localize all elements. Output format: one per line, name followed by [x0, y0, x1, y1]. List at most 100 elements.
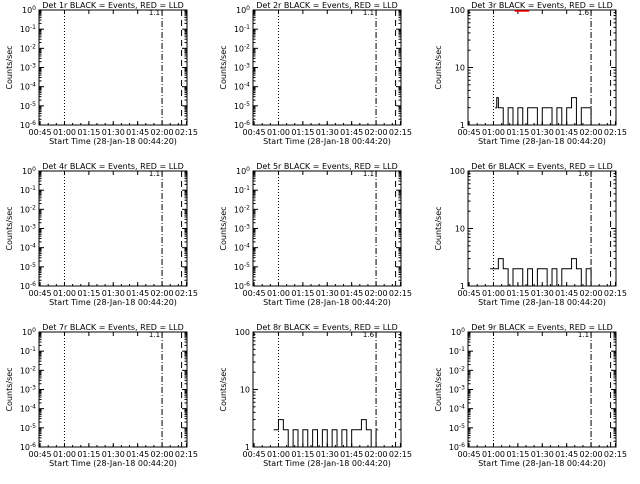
y-tick-label: 100 [236, 5, 250, 15]
x-tick-label: 01:00 [267, 450, 290, 459]
x-tick-label: 01:30 [531, 450, 554, 459]
y-tick-label: 100 [235, 328, 250, 337]
x-tick-label: 02:15 [175, 289, 198, 298]
plot-frame [252, 9, 402, 126]
events-end-label: 1.6 [578, 170, 590, 178]
panel-title: Det 8r BLACK = Events, RED = LLD [256, 323, 398, 332]
x-tick-label: 00:45 [458, 289, 481, 298]
x-tick-label: 01:45 [555, 450, 578, 459]
x-tick-label: 02:00 [580, 450, 603, 459]
y-axis-label: Counts/sec [5, 367, 14, 411]
y-tick-label: 10-2 [449, 365, 465, 375]
x-axis-label: Start Time (28-Jan-18 00:44:20) [263, 459, 391, 468]
panel-title: Det 3r BLACK = Events, RED = LLD [471, 1, 613, 10]
events-end-label: 1.1 [149, 9, 160, 17]
series-black [273, 419, 379, 448]
x-tick-label: 01:30 [316, 450, 339, 459]
y-tick-label: 10-5 [20, 262, 36, 272]
x-tick-label: 02:15 [175, 450, 198, 459]
x-axis-label: Start Time (28-Jan-18 00:44:20) [49, 459, 177, 468]
x-tick-label: 01:00 [53, 128, 76, 137]
x-tick-label: 01:45 [340, 128, 363, 137]
x-tick-label: 00:45 [243, 128, 266, 137]
x-tick-label: 01:45 [126, 289, 149, 298]
x-tick-label: 02:15 [389, 289, 412, 298]
plot-frame [38, 9, 188, 126]
x-tick-label: 00:45 [458, 128, 481, 137]
x-axis-label: Start Time (28-Jan-18 00:44:20) [478, 459, 606, 468]
y-tick-label: 10-1 [20, 185, 36, 195]
plot-frame [467, 331, 617, 448]
y-tick-label: 100 [450, 6, 465, 15]
x-tick-label: 02:15 [389, 450, 412, 459]
y-tick-label: 10-1 [449, 346, 465, 356]
y-tick-label: 10-6 [20, 442, 36, 452]
y-tick-label: 10-1 [20, 24, 36, 34]
y-tick-label: 10-6 [449, 442, 465, 452]
x-tick-label: 00:45 [458, 450, 481, 459]
y-tick-label: 10-4 [20, 404, 36, 414]
x-tick-label: 01:15 [291, 289, 314, 298]
panel-title: Det 1r BLACK = Events, RED = LLD [42, 1, 184, 10]
y-tick-label: 10-6 [20, 281, 36, 291]
x-tick-label: 01:30 [316, 289, 339, 298]
y-tick-label: 10-2 [20, 365, 36, 375]
y-tick-label: 1 [460, 121, 465, 130]
y-tick-label: 10-2 [20, 204, 36, 214]
y-tick-label: 100 [22, 166, 36, 176]
x-tick-label: 01:15 [291, 128, 314, 137]
x-tick-label: 01:30 [102, 450, 125, 459]
x-axis-label: Start Time (28-Jan-18 00:44:20) [478, 298, 606, 307]
y-axis-label: Counts/sec [434, 45, 443, 89]
y-tick-label: 10-4 [20, 243, 36, 253]
y-tick-label: 10-3 [234, 63, 250, 73]
x-tick-label: 01:30 [531, 289, 554, 298]
y-tick-label: 100 [451, 327, 465, 337]
y-tick-label: 10-6 [234, 120, 250, 130]
y-tick-label: 1 [460, 282, 465, 291]
y-tick-label: 10-5 [449, 423, 465, 433]
x-axis-label: Start Time (28-Jan-18 00:44:20) [263, 137, 391, 146]
x-axis-label: Start Time (28-Jan-18 00:44:20) [49, 137, 177, 146]
x-tick-label: 00:45 [29, 450, 52, 459]
y-tick-label: 10-5 [234, 101, 250, 111]
x-axis-label: Start Time (28-Jan-18 00:44:20) [263, 298, 391, 307]
events-end-label: 1.1 [578, 331, 589, 339]
x-tick-label: 01:00 [482, 450, 505, 459]
y-tick-label: 10-4 [234, 82, 250, 92]
x-tick-label: 02:00 [151, 128, 174, 137]
y-axis-label: Counts/sec [219, 367, 228, 411]
x-tick-label: 01:15 [291, 450, 314, 459]
y-tick-label: 10-3 [20, 224, 36, 234]
x-tick-label: 01:30 [102, 289, 125, 298]
x-tick-label: 01:45 [340, 289, 363, 298]
x-tick-label: 02:00 [365, 128, 388, 137]
y-tick-label: 10-2 [20, 43, 36, 53]
x-tick-label: 02:00 [580, 289, 603, 298]
y-tick-label: 10-1 [20, 346, 36, 356]
x-tick-label: 02:15 [389, 128, 412, 137]
x-tick-label: 01:15 [77, 289, 100, 298]
x-tick-label: 02:00 [365, 450, 388, 459]
y-axis-label: Counts/sec [219, 206, 228, 250]
x-tick-label: 02:00 [151, 450, 174, 459]
x-tick-label: 01:00 [267, 289, 290, 298]
y-axis-label: Counts/sec [219, 45, 228, 89]
x-tick-label: 01:00 [482, 128, 505, 137]
y-tick-label: 1 [245, 443, 250, 452]
panel-title: Det 6r BLACK = Events, RED = LLD [471, 162, 613, 171]
events-end-label: 1.6 [578, 9, 590, 17]
y-tick-label: 10-5 [20, 423, 36, 433]
x-tick-label: 02:00 [580, 128, 603, 137]
y-tick-label: 10-2 [234, 43, 250, 53]
x-tick-label: 01:30 [531, 128, 554, 137]
x-tick-label: 02:00 [365, 289, 388, 298]
